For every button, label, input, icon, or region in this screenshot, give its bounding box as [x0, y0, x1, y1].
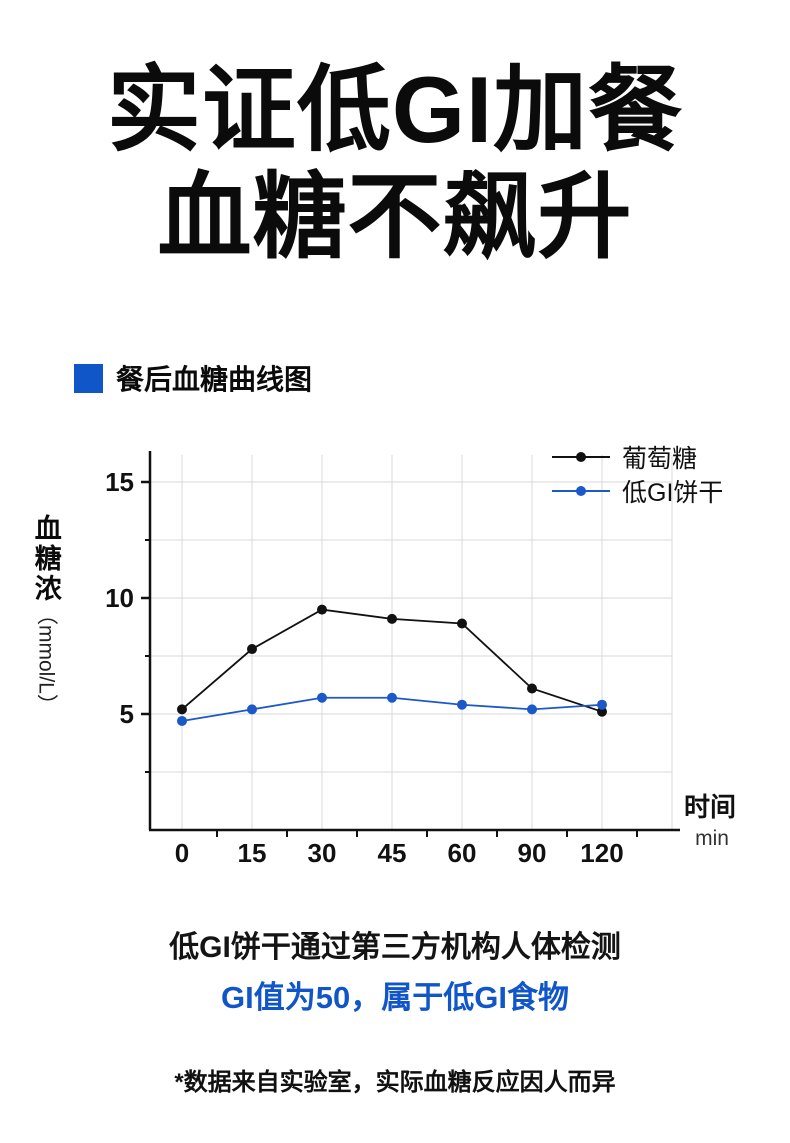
blood-glucose-chart: 5 10 15 0 15 30 45 60 90 120 时间 min: [60, 437, 780, 877]
blue-square-icon: [74, 363, 103, 393]
y-axis-label-main: 血糖浓: [30, 514, 61, 604]
svg-text:120: 120: [580, 838, 623, 868]
legend-label-glucose: 葡萄糖: [622, 445, 698, 473]
gi-value-statement: GI值为50，属于低GI食物: [221, 980, 569, 1015]
legend-line-black-icon: [552, 452, 610, 462]
svg-text:90: 90: [518, 838, 547, 868]
y-axis-label-unit: （mmol/L）: [34, 604, 58, 715]
svg-text:min: min: [695, 827, 729, 850]
legend-line-blue-icon: [552, 486, 610, 496]
svg-text:0: 0: [175, 838, 189, 868]
page-title-line2: 血糖不飙升: [157, 164, 633, 270]
legend-item-glucose: 葡萄糖: [552, 442, 723, 473]
legend-label-lowgi-biscuit: 低GI饼干: [622, 479, 724, 507]
svg-text:时间: 时间: [684, 792, 736, 822]
section-header: 餐后血糖曲线图: [74, 358, 312, 398]
svg-text:60: 60: [448, 838, 477, 868]
y-axis-label: 血糖浓（mmol/L）: [30, 514, 61, 715]
page-title-line1: 实证低GI加餐: [106, 57, 684, 162]
detection-statement: 低GI饼干通过第三方机构人体检测: [169, 931, 621, 964]
svg-text:15: 15: [105, 467, 134, 497]
svg-text:15: 15: [238, 838, 267, 868]
legend-item-lowgi-biscuit: 低GI饼干: [552, 476, 724, 507]
legend-dot-blue-icon: [576, 486, 586, 496]
page-title: 实证低GI加餐 血糖不飙升: [0, 0, 790, 270]
chart-legend: 葡萄糖 低GI饼干: [552, 442, 723, 510]
line-chart-canvas: 5 10 15 0 15 30 45 60 90 120 时间 min: [105, 451, 736, 868]
svg-text:5: 5: [120, 699, 134, 729]
svg-text:10: 10: [105, 583, 134, 613]
svg-text:30: 30: [308, 838, 337, 868]
svg-text:45: 45: [378, 838, 407, 868]
section-title: 餐后血糖曲线图: [116, 364, 313, 395]
legend-dot-black-icon: [576, 452, 586, 462]
data-disclaimer: *数据来自实验室，实际血糖反应因人而异: [174, 1069, 616, 1096]
